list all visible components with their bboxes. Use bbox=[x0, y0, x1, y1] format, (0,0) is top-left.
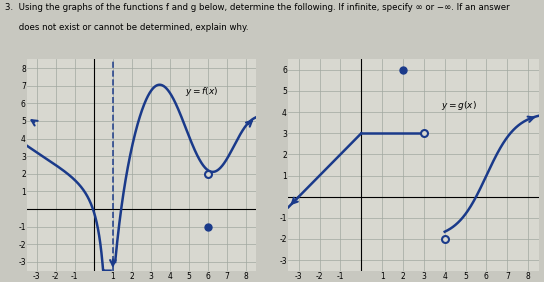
Text: $y = f(x)$: $y = f(x)$ bbox=[185, 85, 219, 98]
Text: does not exist or cannot be determined, explain why.: does not exist or cannot be determined, … bbox=[5, 23, 249, 32]
Text: $y = g(x)$: $y = g(x)$ bbox=[441, 99, 477, 112]
Text: 3.  Using the graphs of the functions f and g below, determine the following. If: 3. Using the graphs of the functions f a… bbox=[5, 3, 510, 12]
